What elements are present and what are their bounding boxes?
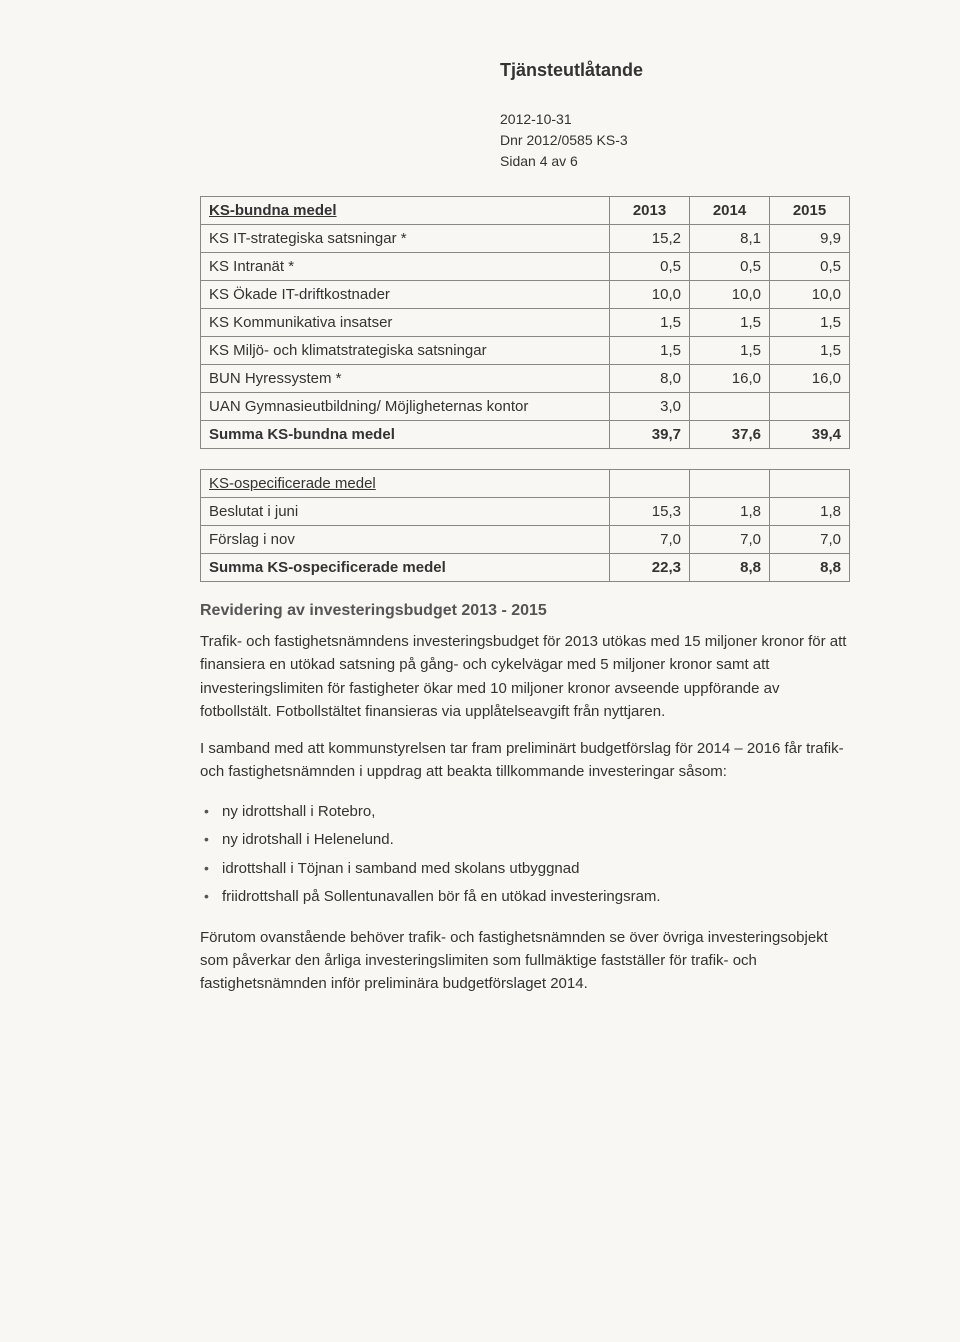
- cell: [610, 470, 690, 498]
- cell: [770, 393, 850, 421]
- cell: 7,0: [770, 526, 850, 554]
- cell: 0,5: [770, 253, 850, 281]
- meta-date: 2012-10-31: [500, 109, 850, 130]
- row-label: KS Ökade IT-driftkostnader: [201, 281, 610, 309]
- row-label: KS Miljö- och klimatstrategiska satsning…: [201, 337, 610, 365]
- cell: 8,0: [610, 365, 690, 393]
- table-sum-row: Summa KS-bundna medel 39,7 37,6 39,4: [201, 421, 850, 449]
- cell: 16,0: [770, 365, 850, 393]
- cell: 7,0: [690, 526, 770, 554]
- row-label: KS Kommunikativa insatser: [201, 309, 610, 337]
- cell: 1,5: [610, 337, 690, 365]
- table-row: KS Ökade IT-driftkostnader 10,0 10,0 10,…: [201, 281, 850, 309]
- cell: 0,5: [690, 253, 770, 281]
- cell: 10,0: [770, 281, 850, 309]
- col-header-0: KS-bundna medel: [209, 202, 337, 219]
- cell: 15,3: [610, 498, 690, 526]
- row-label: UAN Gymnasieutbildning/ Möjligheternas k…: [201, 393, 610, 421]
- table-row: UAN Gymnasieutbildning/ Möjligheternas k…: [201, 393, 850, 421]
- sum-cell: 22,3: [610, 554, 690, 582]
- sum-cell: 8,8: [690, 554, 770, 582]
- table-row: Förslag i nov 7,0 7,0 7,0: [201, 526, 850, 554]
- cell: 10,0: [690, 281, 770, 309]
- table-header-row: KS-ospecificerade medel: [201, 470, 850, 498]
- cell: 10,0: [610, 281, 690, 309]
- cell: 1,5: [770, 337, 850, 365]
- table-row: Beslutat i juni 15,3 1,8 1,8: [201, 498, 850, 526]
- col-header-0: KS-ospecificerade medel: [209, 475, 376, 492]
- cell: 1,5: [770, 309, 850, 337]
- col-header-3: 2015: [770, 197, 850, 225]
- table-row: BUN Hyressystem * 8,0 16,0 16,0: [201, 365, 850, 393]
- sum-label: Summa KS-ospecificerade medel: [201, 554, 610, 582]
- cell: [770, 470, 850, 498]
- table-row: KS Kommunikativa insatser 1,5 1,5 1,5: [201, 309, 850, 337]
- list-item: friidrottshall på Sollentunavallen bör f…: [200, 883, 850, 912]
- document-title: Tjänsteutlåtande: [500, 60, 850, 81]
- table-sum-row: Summa KS-ospecificerade medel 22,3 8,8 8…: [201, 554, 850, 582]
- cell: 3,0: [610, 393, 690, 421]
- sum-cell: 37,6: [690, 421, 770, 449]
- table-row: KS Intranät * 0,5 0,5 0,5: [201, 253, 850, 281]
- sum-label: Summa KS-bundna medel: [201, 421, 610, 449]
- cell: 1,8: [690, 498, 770, 526]
- meta-page: Sidan 4 av 6: [500, 151, 850, 172]
- cell: [690, 393, 770, 421]
- cell: 0,5: [610, 253, 690, 281]
- table-row: KS IT-strategiska satsningar * 15,2 8,1 …: [201, 225, 850, 253]
- cell: 1,8: [770, 498, 850, 526]
- list-item: idrottshall i Töjnan i samband med skola…: [200, 855, 850, 884]
- document-meta: 2012-10-31 Dnr 2012/0585 KS-3 Sidan 4 av…: [500, 109, 850, 172]
- sum-cell: 39,7: [610, 421, 690, 449]
- meta-dnr: Dnr 2012/0585 KS-3: [500, 130, 850, 151]
- cell: 1,5: [690, 309, 770, 337]
- cell: 7,0: [610, 526, 690, 554]
- table-ks-ospecificerade: KS-ospecificerade medel Beslutat i juni …: [200, 469, 850, 582]
- document-page: Tjänsteutlåtande 2012-10-31 Dnr 2012/058…: [0, 0, 960, 1342]
- table-ks-bundna: KS-bundna medel 2013 2014 2015 KS IT-str…: [200, 196, 850, 449]
- cell: 1,5: [610, 309, 690, 337]
- col-header-1: 2013: [610, 197, 690, 225]
- cell: 15,2: [610, 225, 690, 253]
- col-header-2: 2014: [690, 197, 770, 225]
- list-item: ny idrottshall i Rotebro,: [200, 798, 850, 827]
- row-label: KS IT-strategiska satsningar *: [201, 225, 610, 253]
- sum-cell: 8,8: [770, 554, 850, 582]
- row-label: KS Intranät *: [201, 253, 610, 281]
- paragraph-2: I samband med att kommunstyrelsen tar fr…: [200, 737, 850, 784]
- table-header-row: KS-bundna medel 2013 2014 2015: [201, 197, 850, 225]
- row-label: BUN Hyressystem *: [201, 365, 610, 393]
- bullet-list: ny idrottshall i Rotebro, ny idrotshall …: [200, 798, 850, 912]
- paragraph-1: Trafik- och fastighetsnämndens investeri…: [200, 630, 850, 723]
- cell: 9,9: [770, 225, 850, 253]
- table-row: KS Miljö- och klimatstrategiska satsning…: [201, 337, 850, 365]
- cell: 16,0: [690, 365, 770, 393]
- list-item: ny idrotshall i Helenelund.: [200, 826, 850, 855]
- cell: [690, 470, 770, 498]
- section-heading: Revidering av investeringsbudget 2013 - …: [200, 602, 850, 620]
- cell: 1,5: [690, 337, 770, 365]
- cell: 8,1: [690, 225, 770, 253]
- row-label: Beslutat i juni: [201, 498, 610, 526]
- paragraph-3: Förutom ovanstående behöver trafik- och …: [200, 926, 850, 996]
- row-label: Förslag i nov: [201, 526, 610, 554]
- sum-cell: 39,4: [770, 421, 850, 449]
